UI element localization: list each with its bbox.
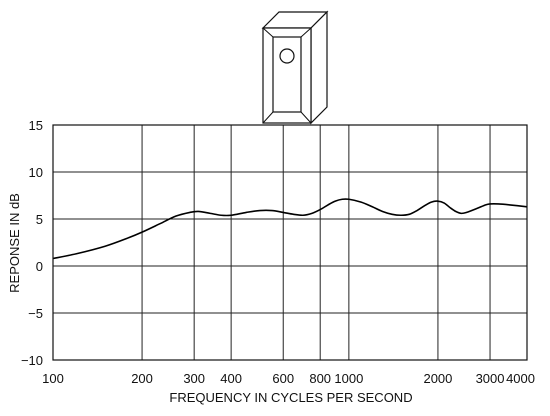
y-tick-label: −10 (21, 353, 43, 368)
speaker-cabinet-icon (261, 10, 329, 125)
y-tick-label: 0 (36, 259, 43, 274)
x-tick-label: 2000 (423, 371, 452, 386)
x-tick-label: 3000 (476, 371, 505, 386)
x-tick-label: 300 (183, 371, 205, 386)
y-tick-label: 5 (36, 212, 43, 227)
plot-frame (52, 124, 528, 361)
y-tick-label: 10 (29, 165, 43, 180)
y-tick-label: 15 (29, 118, 43, 133)
x-tick-label: 600 (272, 371, 294, 386)
y-axis-label: REPONSE IN dB (7, 193, 22, 293)
tick-labels: 100 200 300 400 600 800 1000 2000 3000 4000 15 10 5 0… (21, 118, 535, 386)
x-tick-label: 800 (309, 371, 331, 386)
x-tick-label: 200 (131, 371, 153, 386)
x-axis-label: FREQUENCY IN CYCLES PER SECOND (169, 390, 412, 405)
x-tick-label: 4000 (506, 371, 535, 386)
grid (52, 124, 528, 361)
response-curve (52, 198, 528, 260)
x-tick-label: 400 (220, 371, 242, 386)
x-tick-label: 100 (42, 371, 64, 386)
y-tick-label: −5 (28, 306, 43, 321)
x-tick-label: 1000 (334, 371, 363, 386)
